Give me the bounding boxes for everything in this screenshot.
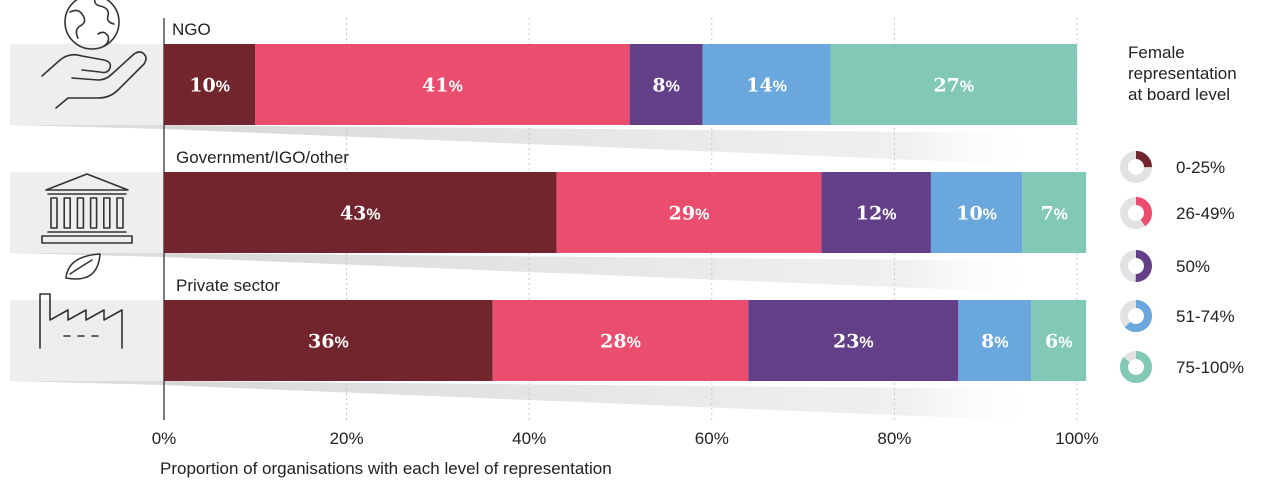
bar-segment	[556, 172, 822, 253]
bar-segment	[164, 172, 557, 253]
bar-value-label: 12%	[856, 203, 897, 225]
bar-segment	[830, 44, 1077, 125]
bar-value-label: 7%	[1040, 203, 1067, 225]
bar-segment	[821, 172, 931, 253]
category-label: Private sector	[176, 276, 280, 295]
category-labels: NGO Government/IGO/other Private sector	[172, 20, 349, 295]
government-building-icon	[41, 173, 133, 244]
bar-segment	[748, 300, 959, 381]
bar-value-label: 14%	[746, 75, 787, 97]
row-shadow	[164, 381, 1039, 421]
x-axis-title: Proportion of organisations with each le…	[160, 459, 612, 478]
bar-segment	[164, 44, 256, 125]
bar-segment	[958, 300, 1032, 381]
x-tick-label: 100%	[1055, 429, 1098, 448]
factory-leaf-icon	[39, 253, 123, 349]
bar-segment	[164, 300, 493, 381]
bar-value-label: 27%	[933, 75, 974, 97]
bar-segment	[255, 44, 630, 125]
row-shadow-left	[10, 125, 164, 129]
bars: 10% 41% 8% 14% 27% 43% 29% 12% 10% 7% 36% 28% 23% 8% 6…	[164, 44, 1087, 381]
bar-segment	[492, 300, 749, 381]
row-shadows	[10, 44, 1039, 421]
bar-value-label: 10%	[189, 75, 230, 97]
bar-segment	[1022, 172, 1087, 253]
row-icons	[39, 0, 147, 349]
x-tick-label: 80%	[877, 429, 911, 448]
x-tick-label: 20%	[330, 429, 364, 448]
legend-swatch	[1120, 300, 1152, 332]
legend-swatch	[1120, 151, 1152, 183]
bar-value-label: 8%	[652, 75, 679, 97]
icon-panel	[10, 300, 164, 381]
bar-segment	[629, 44, 703, 125]
row-shadow	[164, 125, 1039, 165]
bar-segment	[930, 172, 1023, 253]
bar-value-label: 6%	[1045, 331, 1072, 353]
legend-label: 75-100%	[1176, 358, 1244, 377]
legend-swatch	[1120, 250, 1152, 282]
row-shadow-left	[10, 381, 164, 385]
legend-label: 51-74%	[1176, 307, 1235, 326]
bar-value-label: 10%	[956, 203, 997, 225]
globe-in-hand-icon	[41, 0, 147, 109]
x-tick-label: 60%	[695, 429, 729, 448]
legend-title: Female representation at board level	[1128, 43, 1237, 104]
legend: Female representation at board level 0-25% 2…	[1120, 43, 1244, 383]
bar-value-label: 23%	[833, 331, 874, 353]
x-axis: Proportion of organisations with each le…	[152, 429, 1099, 478]
bar-segment	[702, 44, 831, 125]
category-label: NGO	[172, 20, 211, 39]
x-tick-label: 0%	[152, 429, 177, 448]
category-label: Government/IGO/other	[176, 148, 349, 167]
bar-value-label: 28%	[600, 331, 641, 353]
legend-label: 0-25%	[1176, 158, 1225, 177]
bar-segment	[1031, 300, 1087, 381]
bar-value-label: 43%	[340, 203, 381, 225]
row-shadow	[164, 253, 1039, 293]
bar-value-label: 41%	[422, 75, 463, 97]
x-tick-label: 40%	[512, 429, 546, 448]
bar-value-label: 36%	[308, 331, 349, 353]
legend-swatch	[1120, 197, 1152, 229]
bar-value-label: 29%	[669, 203, 710, 225]
row-shadow-left	[10, 253, 164, 257]
legend-swatch	[1120, 351, 1152, 383]
legend-label: 50%	[1176, 257, 1210, 276]
bar-value-label: 8%	[981, 331, 1008, 353]
icon-panel	[10, 172, 164, 253]
legend-label: 26-49%	[1176, 204, 1235, 223]
